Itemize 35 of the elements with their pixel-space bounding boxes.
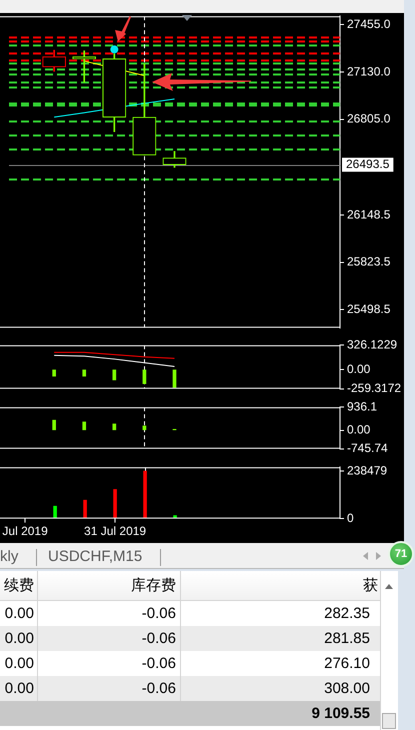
text: -0.06 <box>140 654 176 674</box>
text: 0.00 <box>4 654 34 674</box>
x-tick-label: Jul 2019 <box>2 524 48 538</box>
y-tick-label: 25823.5 <box>347 254 391 269</box>
y-tick-label: 27130.0 <box>347 64 391 78</box>
text: 0.00 <box>4 629 34 649</box>
y-tick-label: 0.00 <box>347 422 371 437</box>
text: 9 109.55 <box>310 704 370 724</box>
text: 续费 <box>3 576 34 596</box>
y-tick-label: 0 <box>347 510 354 525</box>
text: 282.35 <box>323 604 370 624</box>
y-tick-label: -745.74 <box>347 441 388 456</box>
text: 308.00 <box>323 679 370 699</box>
text: 281.85 <box>323 629 370 649</box>
y-tick-label: 936.1 <box>347 400 378 414</box>
text: 276.10 <box>323 654 370 674</box>
text: -0.06 <box>140 629 176 649</box>
text: 获 <box>362 576 378 596</box>
text: 库存费 <box>130 576 176 596</box>
y-tick-label: 25498.5 <box>347 302 391 316</box>
y-tick-label: 238479 <box>347 463 388 478</box>
text: -0.06 <box>140 679 176 699</box>
ref-line-label: 26493.5 <box>346 157 390 172</box>
text: 0.00 <box>4 604 34 624</box>
y-tick-label: 26805.0 <box>347 112 391 126</box>
text: kly <box>0 548 18 565</box>
y-tick-label: -259.3172 <box>347 381 402 396</box>
x-tick-label: 31 Jul 2019 <box>84 524 146 538</box>
text: 0.00 <box>4 679 34 699</box>
y-tick-label: 326.1229 <box>347 338 398 352</box>
text: -0.06 <box>140 604 176 624</box>
text: USDCHF,M15 <box>48 548 142 565</box>
y-tick-label: 0.00 <box>347 362 371 376</box>
y-tick-label: 26148.5 <box>347 207 391 222</box>
y-tick-label: 27455.0 <box>347 16 391 31</box>
